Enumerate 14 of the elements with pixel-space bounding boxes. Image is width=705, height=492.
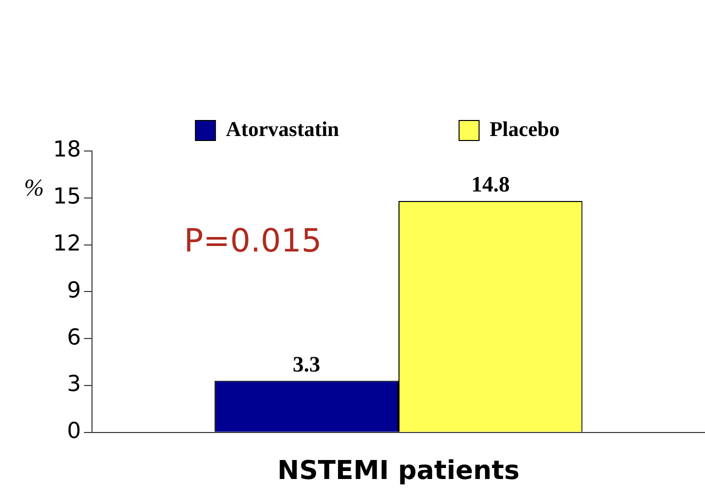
annotation: P=0.015: [184, 221, 322, 260]
legend-label: Atorvastatin: [226, 116, 340, 141]
data-label: 3.3: [292, 351, 320, 376]
y-axis-title: %: [24, 175, 44, 202]
y-tick-label: 9: [66, 278, 81, 304]
data-label: 14.8: [471, 172, 510, 197]
y-tick-label: 12: [52, 232, 81, 257]
legend-label: Placebo: [490, 116, 560, 141]
y-tick-label: 3: [66, 372, 81, 398]
y-tick-label: 0: [66, 419, 81, 444]
y-tick-label: 6: [66, 325, 81, 350]
y-tick-label: 15: [52, 184, 81, 210]
x-axis-title: NSTEMI patients: [277, 456, 520, 486]
y-tick-label: 18: [52, 138, 81, 163]
